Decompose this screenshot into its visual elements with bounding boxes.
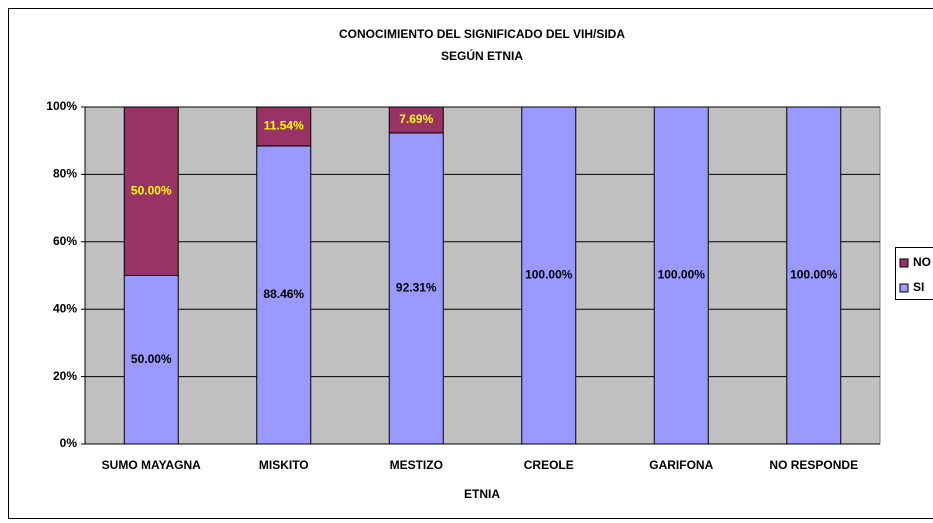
y-tick-label: 40% — [53, 301, 77, 315]
legend-swatch — [899, 283, 909, 293]
bar-segment — [521, 106, 577, 445]
bar-segment — [388, 106, 444, 134]
x-tick-label: MESTIZO — [390, 458, 443, 472]
data-label: 88.46% — [263, 287, 304, 301]
data-label: 100.00% — [658, 268, 706, 282]
data-label: 11.54% — [264, 119, 304, 133]
chart-subtitle: SEGÚN ETNIA — [441, 48, 523, 63]
x-tick-label: NO RESPONDE — [769, 458, 858, 472]
bar-segment — [256, 106, 312, 147]
bar-segment — [123, 106, 179, 276]
plot-area — [84, 106, 881, 445]
x-tick-label: MISKITO — [259, 458, 309, 472]
chart-title: CONOCIMIENTO DEL SIGNIFICADO DEL VIH/SID… — [339, 27, 625, 41]
data-label: 92.31% — [396, 281, 437, 295]
x-tick-label: GARIFONA — [649, 458, 713, 472]
x-axis-title: ETNIA — [464, 487, 500, 501]
x-tick-label: SUMO MAYAGNA — [102, 458, 201, 472]
bar-segment — [653, 106, 709, 445]
y-tick-label: 20% — [53, 369, 77, 383]
y-tick-label: 100% — [46, 99, 77, 113]
y-tick-label: 80% — [53, 167, 77, 181]
legend-label: SI — [913, 280, 924, 294]
bar-segment — [786, 106, 842, 445]
legend-label: NO — [913, 255, 931, 269]
y-tick-label: 0% — [60, 436, 78, 450]
legend-box — [895, 247, 933, 300]
data-label: 100.00% — [790, 268, 838, 282]
data-label: 7.69% — [399, 112, 433, 126]
data-label: 100.00% — [525, 268, 573, 282]
data-label: 50.00% — [131, 183, 172, 197]
data-label: 50.00% — [131, 352, 172, 366]
y-tick-label: 60% — [53, 234, 77, 248]
legend-swatch — [899, 258, 909, 268]
x-tick-label: CREOLE — [524, 458, 574, 472]
bar-segment — [388, 132, 444, 445]
